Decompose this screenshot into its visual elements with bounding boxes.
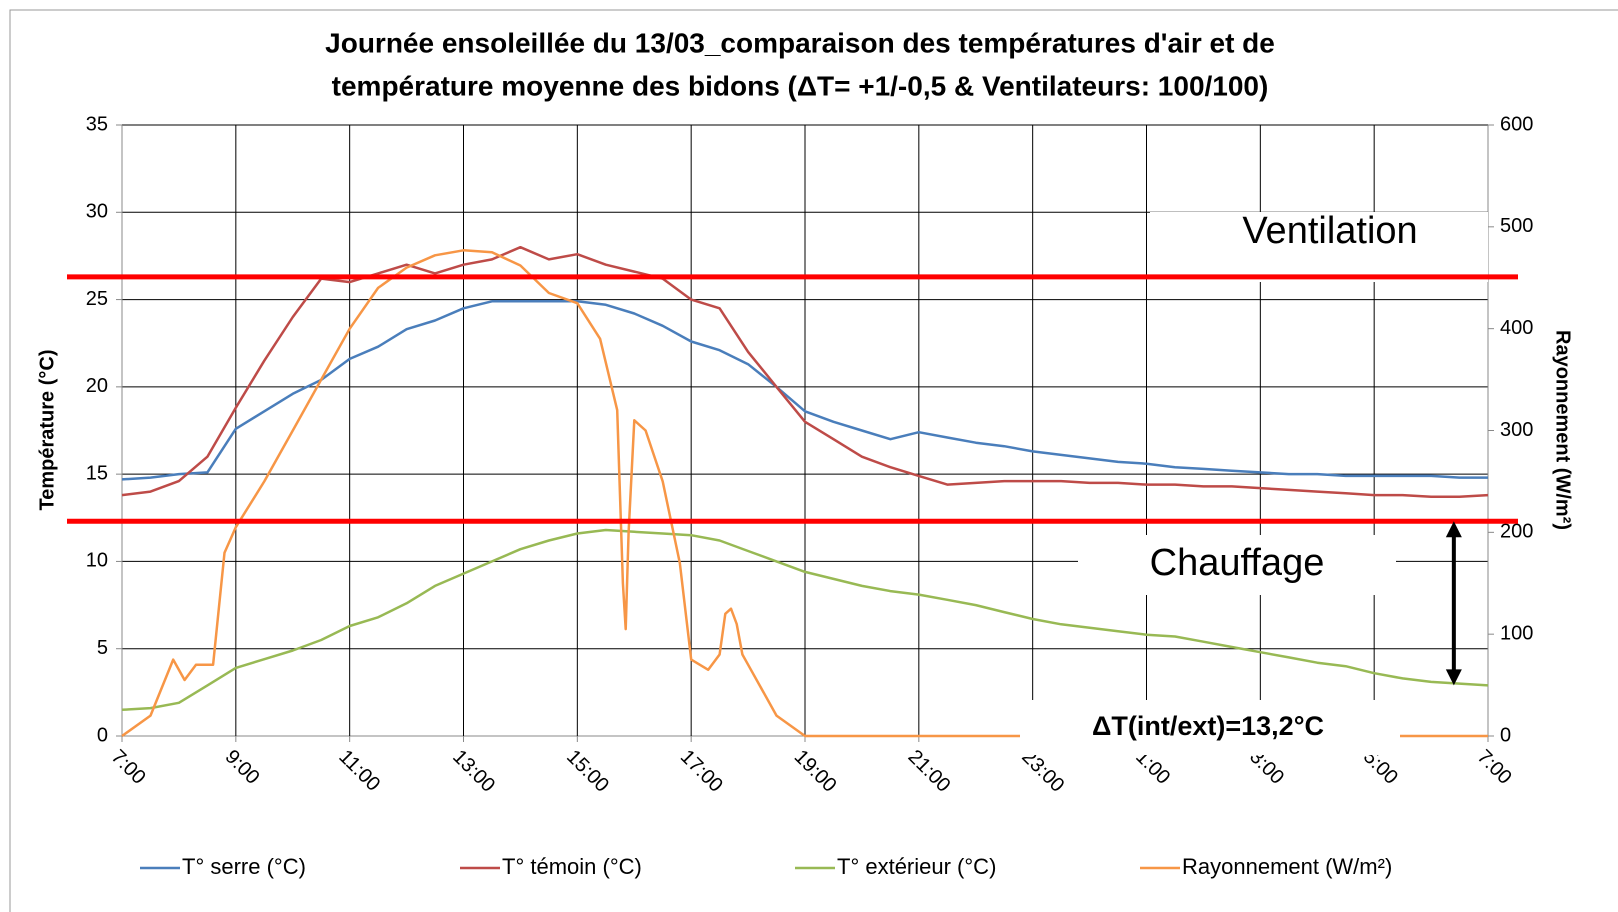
y2-axis-title: Rayonnement (W/m²): [1552, 330, 1574, 530]
annotation: ΔT(int/ext)=13,2°C: [1092, 711, 1324, 741]
chart-border: [9, 9, 1618, 912]
y-axis-title: Température (°C): [36, 350, 58, 511]
y-tick-label: 5: [97, 637, 108, 659]
series-line: [121, 249, 1488, 738]
series-line: [121, 300, 1488, 481]
annotation-box: [1150, 212, 1488, 282]
y2-tick-label: 500: [1500, 215, 1533, 237]
y-tick-label: 15: [86, 462, 108, 484]
y2-tick-label: 0: [1500, 724, 1511, 746]
y-tick-label: 30: [86, 201, 108, 223]
annotation-box: [1078, 535, 1396, 595]
y-tick-label: 25: [86, 288, 108, 310]
legend-label: T° serre (°C): [182, 854, 306, 879]
annotation: Chauffage: [1150, 542, 1325, 584]
series-line: [121, 245, 1489, 499]
y2-tick-label: 400: [1500, 317, 1533, 339]
arrow-head: [1445, 521, 1462, 538]
y2-tick-label: 600: [1500, 113, 1533, 135]
y2-tick-label: 100: [1500, 622, 1533, 644]
annotation-box: [1020, 700, 1400, 755]
y2-tick-label: 200: [1500, 521, 1533, 543]
chart-title: température moyenne des bidons (ΔT= +1/-…: [332, 70, 1269, 101]
y2-tick-label: 300: [1500, 419, 1533, 441]
annotation: Ventilation: [1242, 210, 1417, 252]
legend-label: T° extérieur (°C): [837, 854, 996, 879]
y-tick-label: 10: [86, 550, 108, 572]
y-tick-label: 35: [86, 113, 108, 135]
arrow-head: [1445, 669, 1462, 686]
y-tick-label: 0: [97, 724, 108, 746]
legend-label: T° témoin (°C): [502, 854, 642, 879]
chart-title: Journée ensoleillée du 13/03_comparaison…: [325, 27, 1275, 58]
legend-label: Rayonnement (W/m²): [1182, 854, 1392, 879]
y-tick-label: 20: [86, 375, 108, 397]
series-line: [121, 528, 1489, 712]
